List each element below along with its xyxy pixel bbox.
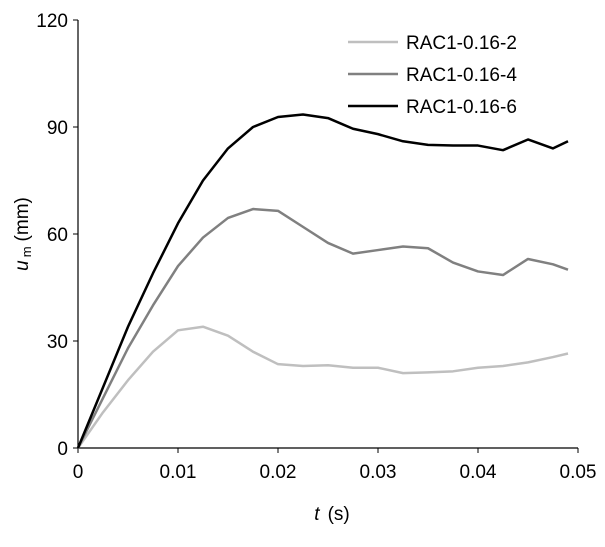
x-tick-label: 0.01 (160, 462, 197, 483)
x-tick-label: 0.02 (260, 462, 297, 483)
series-line (76, 207, 569, 449)
x-tick-label: 0.03 (360, 462, 397, 483)
legend-label: RAC1-0.16-4 (406, 65, 517, 86)
x-tick-label: 0.05 (560, 462, 597, 483)
y-label-unit: (mm) (12, 197, 33, 241)
y-tick-label: 60 (47, 225, 68, 246)
x-label-unit: (s) (328, 504, 350, 525)
y-tick-label: 90 (47, 118, 68, 139)
y-tick-label: 0 (57, 439, 68, 460)
series-line (76, 113, 569, 449)
x-tick-label: 0 (73, 462, 84, 483)
x-axis-label: t (s) (314, 504, 349, 525)
y-label-subscript: m (19, 246, 34, 257)
legend-label: RAC1-0.16-2 (406, 33, 517, 54)
x-tick-label: 0.04 (460, 462, 497, 483)
y-axis-label: um (mm) (12, 197, 34, 271)
y-tick-label: 30 (47, 332, 68, 353)
y-tick-label: 120 (36, 11, 68, 32)
y-label-symbol: u (12, 260, 33, 271)
x-label-symbol: t (314, 504, 320, 525)
series-line (76, 325, 569, 449)
legend-label: RAC1-0.16-6 (406, 97, 517, 118)
